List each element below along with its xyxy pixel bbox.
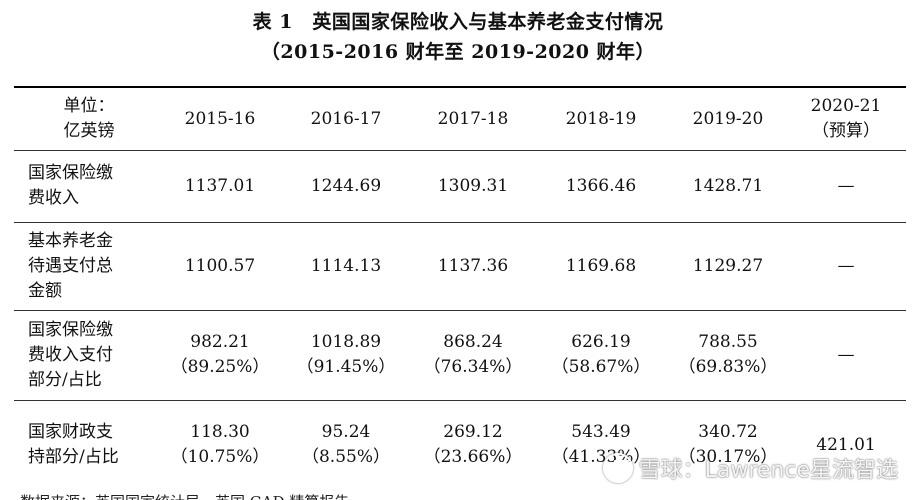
table-cell: — [837, 344, 855, 365]
row-rule-3 [14, 400, 906, 401]
table-cell: 1137.01 [184, 175, 256, 196]
row-rule-1 [14, 222, 906, 223]
table-cell: 118.30 （10.75%） [170, 422, 270, 467]
row-label: 国家财政支 持部分/占比 [28, 422, 119, 467]
table-cell: 788.55 （69.83%） [678, 332, 778, 377]
table-cell: — [837, 175, 855, 196]
table-cell: 269.12 （23.66%） [423, 422, 523, 467]
table-cell: 1428.71 [692, 175, 764, 196]
row-label: 国家保险缴 费收入 [28, 163, 113, 208]
table-cell: 626.19 （58.67%） [551, 332, 651, 377]
row-label: 基本养老金 待遇支付总 金额 [28, 230, 113, 301]
snowball-logo-icon [602, 453, 633, 483]
col-header: 2018-19 [565, 108, 637, 129]
watermark-text: 雪球：Lawrence星流智选 [638, 458, 898, 483]
table-cell: 1366.46 [565, 175, 637, 196]
table-cell: 421.01 [816, 434, 876, 455]
unit-header: 单位： 亿英镑 [63, 96, 115, 141]
watermark: 雪球：Lawrence星流智选 [602, 452, 898, 484]
table-cell: 1137.36 [437, 255, 509, 276]
header-rule [14, 150, 906, 151]
table-title: 表 1 英国国家保险收入与基本养老金支付情况 [252, 11, 664, 33]
table-cell: — [837, 255, 855, 276]
source-note: 数据来源：英国国家统计局，英国 GAD 精算报告 [20, 491, 520, 500]
table-cell: 868.24 （76.34%） [423, 332, 523, 377]
row-label: 国家保险缴 费收入支付 部分/占比 [28, 319, 113, 390]
col-header: 2020-21 （预算） [810, 96, 882, 141]
table-cell: 95.24 （8.55%） [301, 422, 390, 467]
table-cell: 340.72 （30.17%） [678, 422, 778, 467]
top-rule [14, 86, 906, 88]
table-cell: 1309.31 [437, 175, 509, 196]
table-cell: 1018.89 （91.45%） [296, 332, 396, 377]
table-cell: 1129.27 [692, 255, 764, 276]
table-cell: 1244.69 [310, 175, 382, 196]
row-rule-2 [14, 310, 906, 311]
col-header: 2016-17 [310, 108, 382, 129]
table-cell: 1114.13 [310, 255, 382, 276]
table-subtitle: （2015-2016 财年至 2019-2020 财年） [260, 41, 656, 63]
col-header: 2017-18 [437, 108, 509, 129]
col-header: 2015-16 [184, 108, 256, 129]
table-cell: 1100.57 [184, 255, 256, 276]
table-cell: 1169.68 [565, 255, 637, 276]
col-header: 2019-20 [692, 108, 764, 129]
table-cell: 982.21 （89.25%） [170, 332, 270, 377]
